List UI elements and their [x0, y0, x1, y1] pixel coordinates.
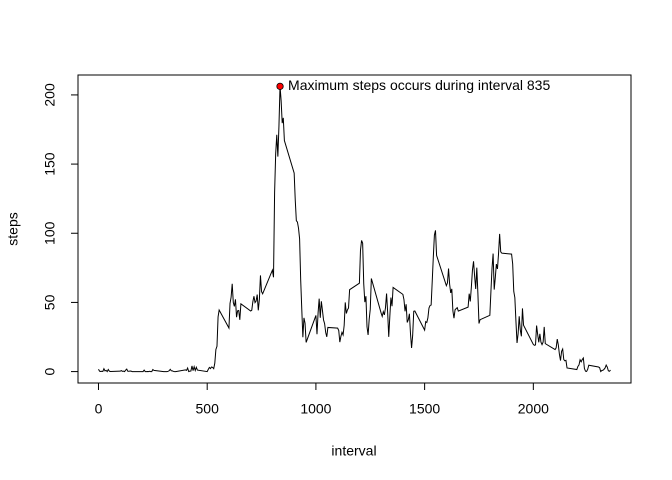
x-tick-label: 0	[95, 401, 103, 417]
y-axis-label: steps	[5, 212, 21, 245]
y-tick-label: 100	[42, 221, 58, 245]
x-tick-label: 2000	[518, 401, 549, 417]
max-point	[276, 82, 284, 90]
x-tick-label: 500	[196, 401, 220, 417]
max-annotation: Maximum steps occurs during interval 835	[288, 77, 550, 93]
y-tick-label: 150	[42, 152, 58, 176]
plot-box	[77, 74, 632, 384]
data-line	[98, 86, 611, 373]
x-tick-label: 1000	[300, 401, 331, 417]
x-tick-label: 1500	[409, 401, 440, 417]
y-tick-label: 0	[42, 367, 58, 375]
x-axis-label: interval	[331, 443, 376, 459]
y-tick-label: 200	[42, 83, 58, 107]
y-tick-label: 50	[42, 294, 58, 310]
